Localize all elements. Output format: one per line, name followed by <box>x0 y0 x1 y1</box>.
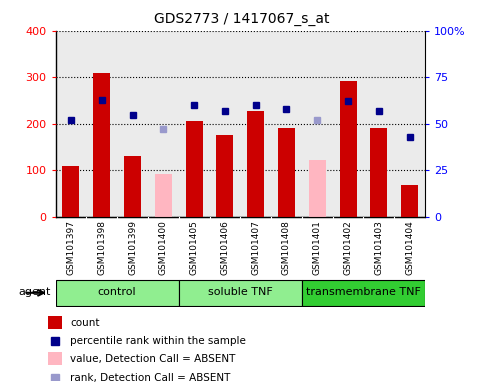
Text: GSM101402: GSM101402 <box>343 220 353 275</box>
Bar <box>394 31 425 217</box>
Bar <box>56 31 86 217</box>
Bar <box>340 81 356 217</box>
Text: count: count <box>71 318 100 328</box>
Text: GSM101406: GSM101406 <box>220 220 229 275</box>
Text: value, Detection Call = ABSENT: value, Detection Call = ABSENT <box>71 354 236 364</box>
Text: GSM101397: GSM101397 <box>67 220 75 275</box>
FancyBboxPatch shape <box>56 280 179 306</box>
Bar <box>216 136 233 217</box>
Bar <box>302 31 333 217</box>
Text: GSM101398: GSM101398 <box>97 220 106 275</box>
Bar <box>117 31 148 217</box>
Bar <box>240 31 271 217</box>
FancyBboxPatch shape <box>302 280 425 306</box>
Bar <box>278 127 295 217</box>
Text: GSM101407: GSM101407 <box>251 220 260 275</box>
Bar <box>179 31 210 217</box>
Bar <box>401 185 418 217</box>
Bar <box>247 111 264 217</box>
Bar <box>370 127 387 217</box>
Bar <box>364 31 394 217</box>
Bar <box>333 31 364 217</box>
Bar <box>93 73 110 217</box>
Text: GSM101404: GSM101404 <box>405 220 414 275</box>
Bar <box>124 156 141 217</box>
Text: GSM101401: GSM101401 <box>313 220 322 275</box>
Text: GSM101399: GSM101399 <box>128 220 137 275</box>
FancyBboxPatch shape <box>179 280 302 306</box>
Bar <box>86 31 117 217</box>
Text: percentile rank within the sample: percentile rank within the sample <box>71 336 246 346</box>
Text: GDS2773 / 1417067_s_at: GDS2773 / 1417067_s_at <box>154 12 329 25</box>
Bar <box>185 121 202 217</box>
Text: rank, Detection Call = ABSENT: rank, Detection Call = ABSENT <box>71 372 231 382</box>
Bar <box>155 174 172 217</box>
Text: agent: agent <box>18 287 51 297</box>
Bar <box>309 160 326 217</box>
Bar <box>210 31 240 217</box>
Text: GSM101405: GSM101405 <box>190 220 199 275</box>
Text: control: control <box>98 287 136 297</box>
Bar <box>271 31 302 217</box>
Bar <box>48 352 62 365</box>
Bar <box>62 166 79 217</box>
Text: GSM101408: GSM101408 <box>282 220 291 275</box>
Text: GSM101403: GSM101403 <box>374 220 384 275</box>
Text: transmembrane TNF: transmembrane TNF <box>306 287 421 297</box>
Bar <box>148 31 179 217</box>
Text: soluble TNF: soluble TNF <box>208 287 273 297</box>
Text: GSM101400: GSM101400 <box>159 220 168 275</box>
Bar <box>48 316 62 329</box>
